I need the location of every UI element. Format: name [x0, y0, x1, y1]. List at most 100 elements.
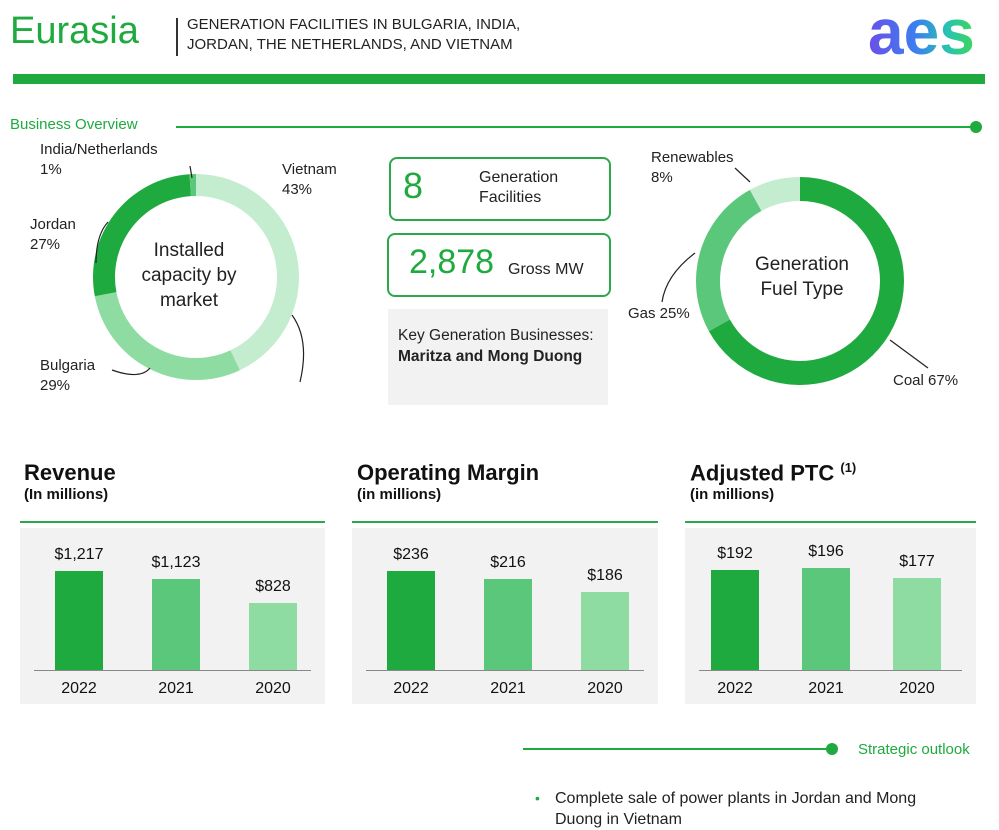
donut-segment-gas: [696, 189, 762, 332]
facilities-box: 8 Generation Facilities: [389, 157, 611, 221]
page-title: Eurasia: [10, 10, 139, 52]
vietnam-label: Vietnam 43%: [282, 160, 337, 200]
operating-margin-rule: [352, 521, 658, 523]
jordan-leader-line: [95, 221, 109, 264]
gas-leader-line: [661, 252, 696, 303]
adjusted-ptc-subtitle: (in millions): [690, 486, 775, 504]
x-tick-label: 2022: [61, 680, 97, 697]
bar-value-label: $177: [899, 552, 935, 570]
facilities-label-line-2: Facilities: [479, 189, 542, 206]
key-businesses-box: Key Generation Businesses: Maritza and M…: [388, 309, 608, 405]
bulgaria-pct: 29%: [40, 377, 71, 394]
renewables-name: Renewables: [651, 149, 734, 166]
x-tick-label: 2022: [393, 680, 429, 697]
business-overview-rule: [176, 126, 974, 128]
fuel-center-line-1: Generation: [754, 254, 849, 275]
subtitle-line-1: GENERATION FACILITIES IN BULGARIA, INDIA…: [187, 16, 521, 33]
business-overview-label: Business Overview: [10, 116, 138, 133]
bar-value-label: $1,217: [54, 546, 104, 564]
donut-segment-renewables: [749, 177, 800, 211]
capacity-center-line-3: market: [159, 290, 219, 311]
facilities-label-line-1: Generation: [479, 169, 559, 186]
adjusted-ptc-title-row: Adjusted PTC (1): [690, 460, 856, 486]
revenue-title: Revenue: [24, 460, 116, 485]
revenue-header: Revenue (In millions): [24, 460, 116, 503]
chart-baseline: [699, 670, 962, 671]
revenue-rule: [20, 521, 325, 523]
capacity-donut-chart: [92, 165, 305, 383]
jordan-name: Jordan: [30, 216, 76, 233]
bar-2022: [55, 571, 103, 670]
jordan-pct: 27%: [30, 236, 61, 253]
fuel-donut: [696, 177, 904, 385]
bar-2021: [802, 568, 850, 670]
india-netherlands-pct: 1%: [40, 161, 62, 178]
adjusted-ptc-rule: [685, 521, 976, 523]
bulgaria-name: Bulgaria: [40, 357, 96, 374]
fuel-donut-chart: [661, 167, 929, 385]
x-tick-label: 2020: [255, 680, 291, 697]
operating-margin-header: Operating Margin (in millions): [357, 460, 539, 503]
gross-mw-value: 2,878: [409, 243, 495, 281]
x-tick-label: 2020: [587, 680, 623, 697]
bar-value-label: $236: [393, 546, 429, 564]
bar-value-label: $1,123: [151, 553, 201, 571]
donut-segment-india-netherlands: [189, 174, 196, 197]
bar-value-label: $828: [255, 577, 291, 595]
bulgaria-label: Bulgaria 29%: [40, 356, 95, 396]
x-tick-label: 2021: [490, 680, 526, 697]
adjusted-ptc-chart: $192 2022 $196 2021 $177 2020: [685, 528, 976, 704]
donut-segment-vietnam: [196, 174, 299, 371]
coal-label: Coal 67%: [893, 372, 959, 389]
bullet-icon: •: [535, 790, 540, 806]
capacity-center-line-2: capacity by: [141, 265, 237, 286]
facilities-count: 8: [403, 165, 424, 206]
logo-text: aes: [868, 0, 975, 68]
header-rule: [13, 74, 985, 84]
bar-2020: [893, 577, 941, 670]
vietnam-leader-line: [291, 314, 305, 383]
revenue-chart: $1,217 2022 $1,123 2021 $828 2020: [20, 528, 325, 704]
renewables-leader-line: [734, 167, 751, 183]
capacity-center-label: Installed capacity by market: [118, 238, 260, 313]
donut-segment-bulgaria: [94, 292, 240, 380]
aes-logo: aes: [868, 0, 975, 68]
jordan-label: Jordan 27%: [30, 215, 76, 255]
strategic-outlook-dot: [826, 743, 838, 755]
outlook-bullet-text: Complete sale of power plants in Jordan …: [555, 790, 917, 828]
capacity-center-line-1: Installed: [153, 240, 225, 261]
bar-2020: [249, 602, 297, 670]
operating-margin-subtitle: (in millions): [357, 486, 442, 503]
coal-leader-line: [889, 339, 929, 369]
operating-margin-chart: $236 2022 $216 2021 $186 2020: [352, 528, 658, 704]
strategic-outlook-rule: [523, 748, 833, 750]
title-divider: [176, 18, 178, 56]
x-tick-label: 2021: [158, 680, 194, 697]
adjusted-ptc-header: Adjusted PTC (1) (in millions): [690, 460, 856, 503]
fuel-center-line-2: Fuel Type: [760, 279, 844, 300]
adjusted-ptc-title: Adjusted PTC: [690, 460, 835, 486]
india-leader-line: [189, 165, 193, 179]
bar-value-label: $192: [717, 545, 753, 563]
bar-value-label: $216: [490, 554, 526, 572]
revenue-subtitle: (In millions): [24, 486, 109, 503]
gross-mw-box: 2,878 Gross MW: [387, 233, 611, 297]
vietnam-name: Vietnam: [282, 161, 337, 178]
adjusted-ptc-footnote: (1): [840, 460, 857, 475]
chart-baseline: [34, 670, 311, 671]
capacity-donut: [92, 174, 299, 380]
x-tick-label: 2021: [808, 680, 844, 697]
vietnam-pct: 43%: [282, 181, 313, 198]
facilities-label: Generation Facilities: [479, 168, 558, 208]
bar-value-label: $196: [808, 543, 844, 561]
renewables-label: Renewables 8%: [651, 148, 734, 188]
bar-2021: [484, 579, 532, 670]
subtitle-line-2: JORDAN, THE NETHERLANDS, AND VIETNAM: [187, 36, 513, 53]
bar-2020: [581, 592, 629, 670]
bar-2022: [387, 571, 435, 670]
business-overview-dot: [970, 121, 982, 133]
india-netherlands-label: India/Netherlands 1%: [40, 140, 158, 180]
bar-2021: [152, 578, 200, 670]
bulgaria-leader-line: [111, 367, 151, 376]
donut-segment-jordan: [92, 174, 191, 297]
